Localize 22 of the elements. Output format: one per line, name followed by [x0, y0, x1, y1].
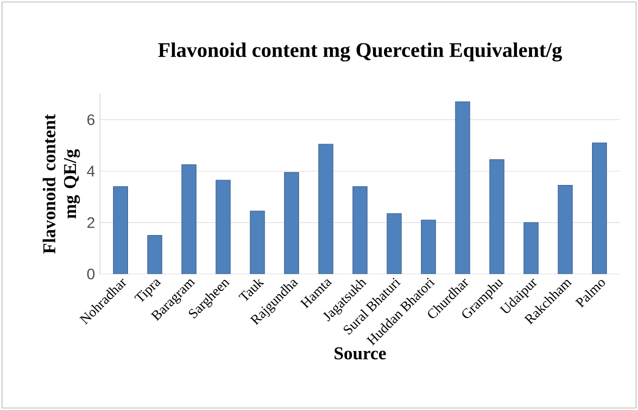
bar: [181, 164, 196, 274]
bar: [216, 180, 231, 274]
bar: [147, 235, 162, 274]
bar: [524, 222, 539, 274]
y-tick-label: 6: [87, 114, 94, 126]
bar: [558, 185, 573, 274]
y-tick-label: 4: [86, 166, 95, 176]
bar: [318, 144, 334, 274]
chart-title: Flavonoid content mg Quercetin Equivalent/g: [158, 42, 562, 62]
y-axis-title: Flavonoid content mg QE/g: [42, 114, 80, 254]
bar: [455, 101, 470, 274]
bar: [420, 220, 436, 274]
x-axis-title: Source: [334, 347, 386, 360]
bar: [386, 213, 402, 274]
bar: [489, 159, 504, 274]
y-tick-label: 0: [87, 268, 95, 280]
bar: [113, 186, 128, 274]
bar: [284, 172, 300, 274]
bar: [352, 186, 368, 274]
bar: [250, 210, 265, 274]
bar: [592, 142, 607, 274]
y-tick-label: 2: [87, 217, 94, 228]
